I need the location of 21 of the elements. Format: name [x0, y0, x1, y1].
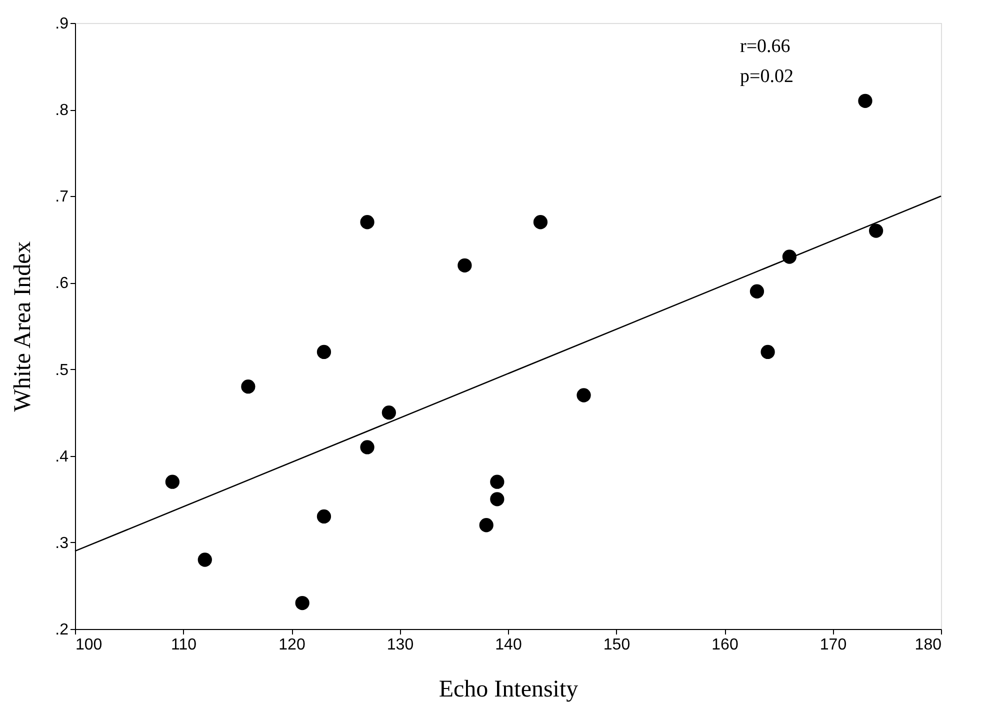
y-tick-label: .3	[55, 534, 69, 552]
annotation: r=0.66	[740, 36, 790, 57]
x-tick-label: 120	[278, 636, 306, 654]
y-tick-label: .4	[55, 448, 69, 466]
annotation: p=0.02	[740, 66, 794, 87]
y-tick-label: .6	[55, 275, 69, 292]
x-tick-label: 100	[76, 636, 102, 654]
y-axis-title: White Area Index	[10, 241, 36, 412]
x-tick-label: 110	[170, 636, 197, 654]
x-tick-label: 130	[386, 636, 414, 654]
x-tick-label: 150	[603, 636, 630, 654]
x-axis-title: Echo Intensity	[438, 676, 578, 702]
y-tick-label: .2	[55, 622, 69, 638]
y-tick-label: .5	[55, 362, 69, 379]
y-tick-label: .8	[55, 102, 69, 120]
x-tick-label: 160	[712, 636, 738, 654]
x-tick-label: 180	[914, 636, 942, 654]
y-tick-label: .9	[55, 16, 69, 32]
y-tick-label: .7	[55, 188, 69, 206]
x-tick-label: 140	[495, 636, 522, 654]
x-tick-label: 170	[820, 636, 847, 654]
